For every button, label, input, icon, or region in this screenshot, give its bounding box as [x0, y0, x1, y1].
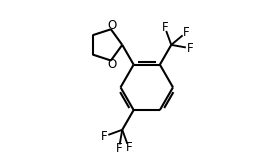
Text: O: O — [108, 58, 117, 71]
Text: F: F — [116, 142, 122, 155]
Text: F: F — [182, 26, 189, 39]
Text: F: F — [162, 21, 168, 34]
Text: F: F — [187, 42, 193, 55]
Text: F: F — [101, 130, 108, 143]
Text: O: O — [108, 19, 117, 32]
Text: F: F — [125, 141, 132, 154]
